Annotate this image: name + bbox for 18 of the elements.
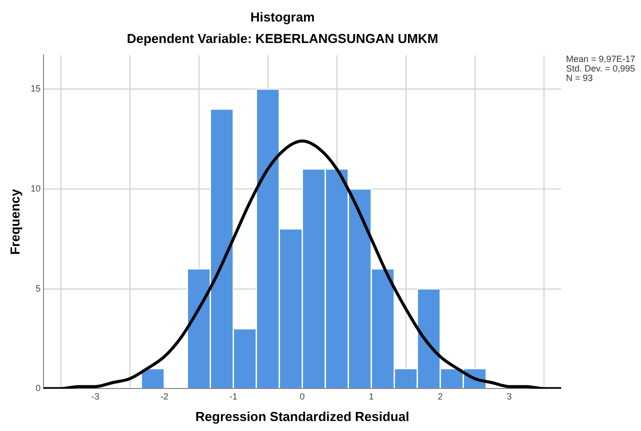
x-tick-label: 3 (506, 391, 512, 402)
y-tick-label: 15 (30, 84, 41, 94)
text: Std. Dev. = 0,995 (566, 64, 636, 74)
x-axis-title: Regression Standardized Residual (195, 408, 410, 424)
x-tick-label: -1 (229, 391, 238, 402)
x-tick-label: -3 (91, 391, 100, 402)
x-tick-label: 2 (438, 391, 443, 402)
y-tick-label: 10 (30, 183, 41, 194)
text: Mean = 9,97E-17 (566, 54, 636, 64)
x-tick-label: 0 (300, 391, 305, 402)
y-tick-label: 5 (36, 283, 41, 294)
text: N = 93 (566, 73, 593, 84)
y-axis-title: Frequency (7, 188, 22, 255)
y-tick-label: 0 (36, 383, 41, 394)
x-tick-label: -2 (160, 391, 168, 402)
x-tick-label: 1 (368, 391, 374, 402)
chart-title: Histogram (250, 9, 315, 24)
chart-subtitle: Dependent Variable: KEBERLANGSUNGAN UMKM (126, 30, 438, 46)
